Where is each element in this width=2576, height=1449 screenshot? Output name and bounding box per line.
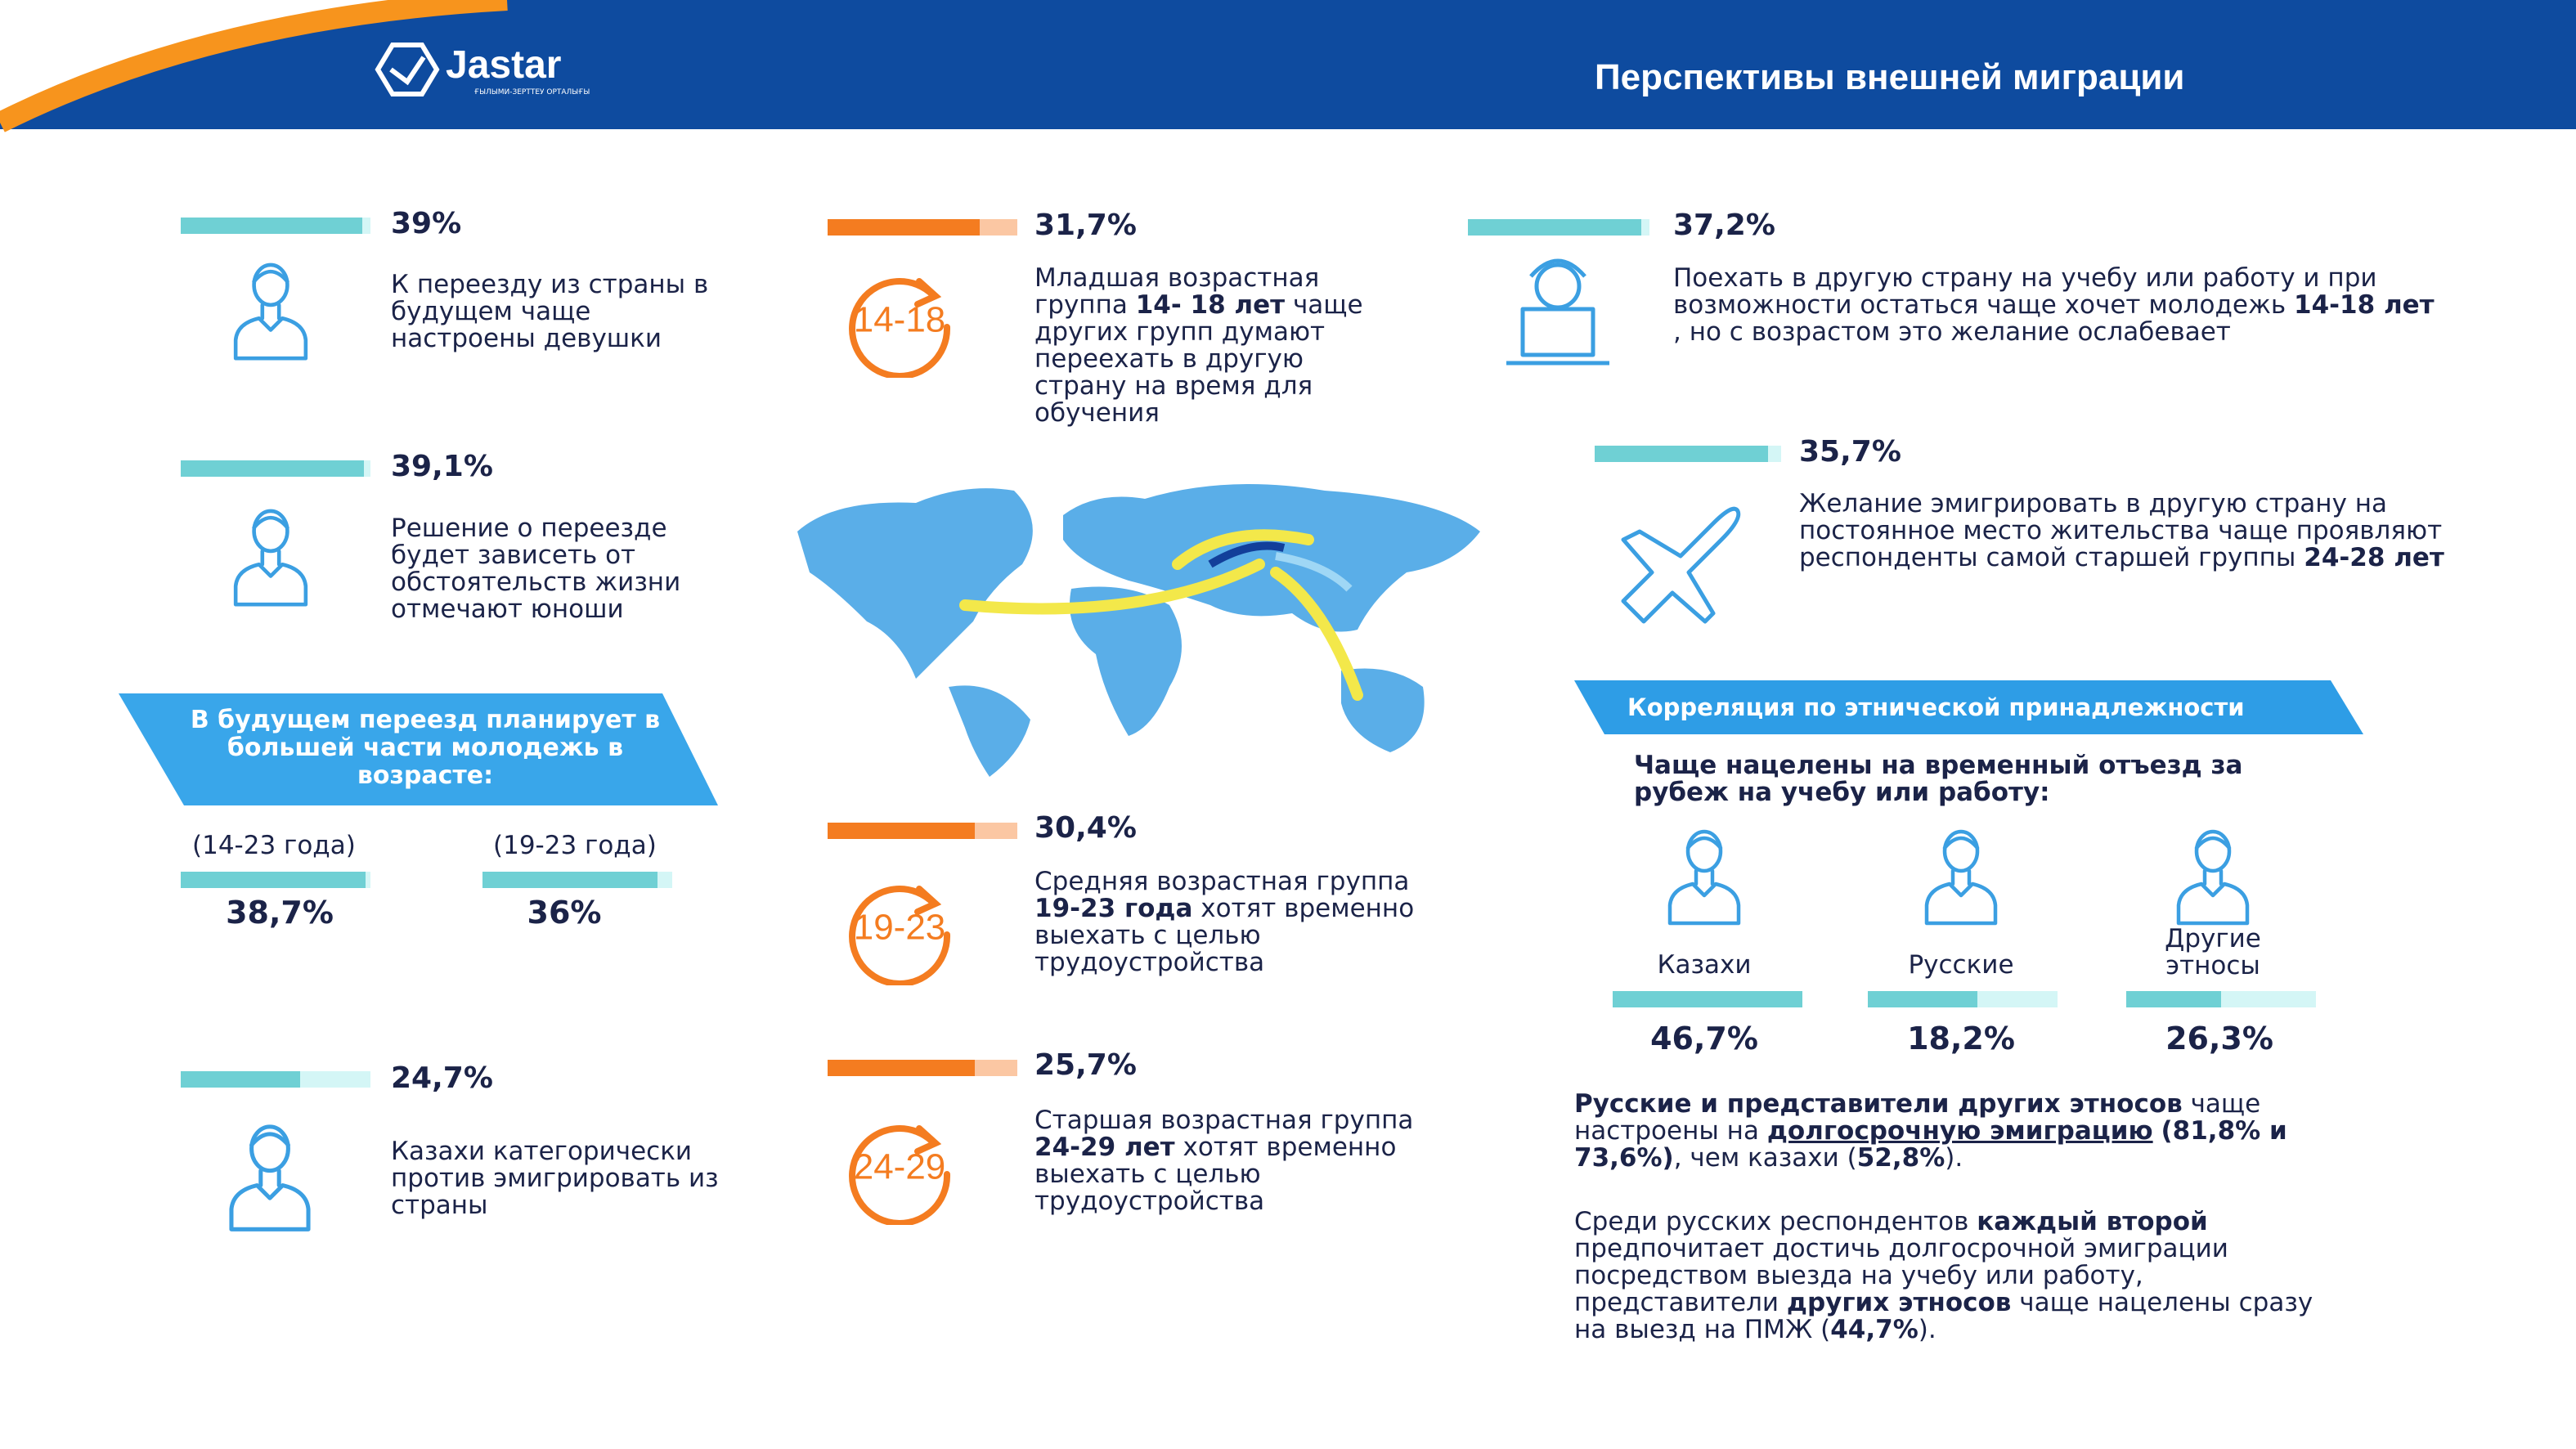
percent: 25,7% (1034, 1048, 1137, 1082)
ethnic-label: Казахи (1657, 950, 1752, 980)
text-segment: чаще нацелены сразу на выезд на ПМЖ ( (1574, 1288, 2313, 1344)
icon-plane (1621, 506, 1741, 624)
text-segment: Желание эмигрировать в другую страну на … (1799, 489, 2443, 572)
item-text: Средняя возрастная группа 19-23 года хот… (1034, 868, 1419, 976)
logo-mark (375, 43, 440, 96)
badge-label: 14-18 (854, 300, 946, 340)
text-segment: , чем казахи ( (1673, 1143, 1857, 1173)
text-segment: Младшая возрастная группа (1034, 263, 1320, 320)
percent: 31,7% (1034, 209, 1137, 242)
text-segment: 14- 18 лет (1135, 290, 1286, 320)
percent: 39,1% (391, 450, 493, 483)
world-map (797, 484, 1480, 777)
header-corner (0, 0, 507, 123)
ethnic-label: Русские (1908, 950, 2014, 980)
badge-label: 19-23 (854, 908, 946, 948)
text-segment: ). (1945, 1143, 1963, 1173)
left-bars (181, 218, 672, 1088)
icon-girl (236, 265, 306, 358)
percent: 35,7% (1799, 435, 1901, 469)
arrow-dark (1208, 541, 1286, 568)
icon-russian (1927, 832, 1995, 923)
icon-boy (236, 511, 306, 604)
text-segment: Поехать в другую страну на учебу или раб… (1673, 263, 2377, 320)
text-segment: 24-29 лет (1034, 1133, 1175, 1162)
text-segment: 44,7% (1830, 1315, 1919, 1344)
text-segment: Казахи категорически против эмигрировать… (391, 1137, 719, 1220)
text-segment: 19-23 года (1034, 894, 1193, 923)
age-label: (19-23 года) (493, 831, 657, 860)
text-segment: хотят временно выехать с целью трудоустр… (1034, 894, 1415, 977)
item-text: Казахи категорически против эмигрировать… (391, 1138, 734, 1219)
page-title: Перспективы внешней миграции (1595, 57, 2185, 97)
text-segment: , но с возрастом это желание ослабевает (1673, 317, 2231, 347)
ethnic-percent: 46,7% (1650, 1021, 1758, 1056)
logo: Jastar (446, 43, 562, 87)
badge-label: 24-29 (854, 1147, 946, 1187)
item-text: Поехать в другую страну на учебу или раб… (1673, 265, 2442, 346)
ethnic-banner-shape (1574, 680, 2363, 734)
percent: 24,7% (391, 1061, 493, 1095)
text-segment (2153, 1116, 2161, 1146)
text-segment: 52,8% (1856, 1143, 1945, 1173)
right-bars (1468, 219, 2316, 1007)
item-text: Решение о переезде будет зависеть от обс… (391, 515, 734, 623)
percent: 37,2% (1673, 209, 1775, 242)
text-segment: хотят временно выехать с целью трудоустр… (1034, 1133, 1397, 1216)
header-swoosh (0, 0, 508, 132)
icon-kazakh (1670, 832, 1739, 923)
text-segment: 14-18 лет (2294, 290, 2435, 320)
icon-laptop (1506, 258, 1609, 366)
age-label: (14-23 года) (192, 831, 356, 860)
text-segment: каждый второй (1977, 1207, 2208, 1236)
percent: 30,4% (1034, 811, 1137, 845)
icon-kazakh (231, 1127, 308, 1229)
text-segment: Решение о переезде будет зависеть от обс… (391, 514, 681, 624)
migration-arrows (959, 529, 1363, 701)
item-text: Желание эмигрировать в другую страну на … (1799, 491, 2453, 572)
age-banner-shape (119, 693, 718, 805)
text-segment: 24-28 лет (2304, 543, 2444, 572)
middle-bars (828, 219, 1017, 1076)
text-segment: Среди русских респондентов (1574, 1207, 1977, 1236)
item-text: К переезду из страны в будущем чаще наст… (391, 271, 734, 352)
text-segment: чаще других групп думают переехать в дру… (1034, 290, 1363, 428)
percent: 39% (391, 207, 462, 240)
age-percent: 38,7% (226, 895, 334, 931)
text-segment: долгосрочную эмиграцию (1766, 1116, 2153, 1146)
item-text: Младшая возрастная группа 14- 18 лет чащ… (1034, 265, 1394, 427)
arrow-light (1275, 552, 1353, 592)
text-segment: Средняя возрастная группа (1034, 867, 1410, 896)
item-text: Старшая возрастная группа 24-29 лет хотя… (1034, 1107, 1419, 1215)
ethnic-label: Другие этносы (2165, 924, 2261, 980)
header-band (0, 0, 2576, 129)
logo-tagline: ҒЫЛЫМИ-ЗЕРТТЕУ ОРТАЛЫҒЫ (474, 88, 590, 96)
ethnic-percent: 26,3% (2165, 1021, 2273, 1056)
text-segment: Русские и представители других этносов (1574, 1089, 2183, 1119)
text-segment: К переезду из страны в будущем чаще наст… (391, 270, 709, 353)
icon-other (2179, 832, 2247, 923)
text-segment: Старшая возрастная группа (1034, 1106, 1414, 1135)
text-segment: других этносов (1786, 1288, 2012, 1317)
text-segment: предпочитает достичь долгосрочной эмигра… (1574, 1234, 2228, 1317)
ethnic-percent: 18,2% (1907, 1021, 2015, 1056)
age-banner: В будущем переезд планирует в большей ча… (190, 706, 661, 790)
text-segment: ). (1918, 1315, 1936, 1344)
ethnic-banner: Корреляция по этнической принадлежности (1627, 693, 2245, 721)
note: Русские и представители других этносов ч… (1574, 1091, 2327, 1172)
text-segment: (81,8% и 73,6%) (1574, 1116, 2287, 1173)
note: Среди русских респондентов каждый второй… (1574, 1209, 2327, 1344)
text-segment: чаще настроены на (1574, 1089, 2261, 1146)
ethnic-heading: Чаще нацелены на временный отъезд за руб… (1634, 751, 2243, 807)
age-percent: 36% (527, 895, 602, 931)
